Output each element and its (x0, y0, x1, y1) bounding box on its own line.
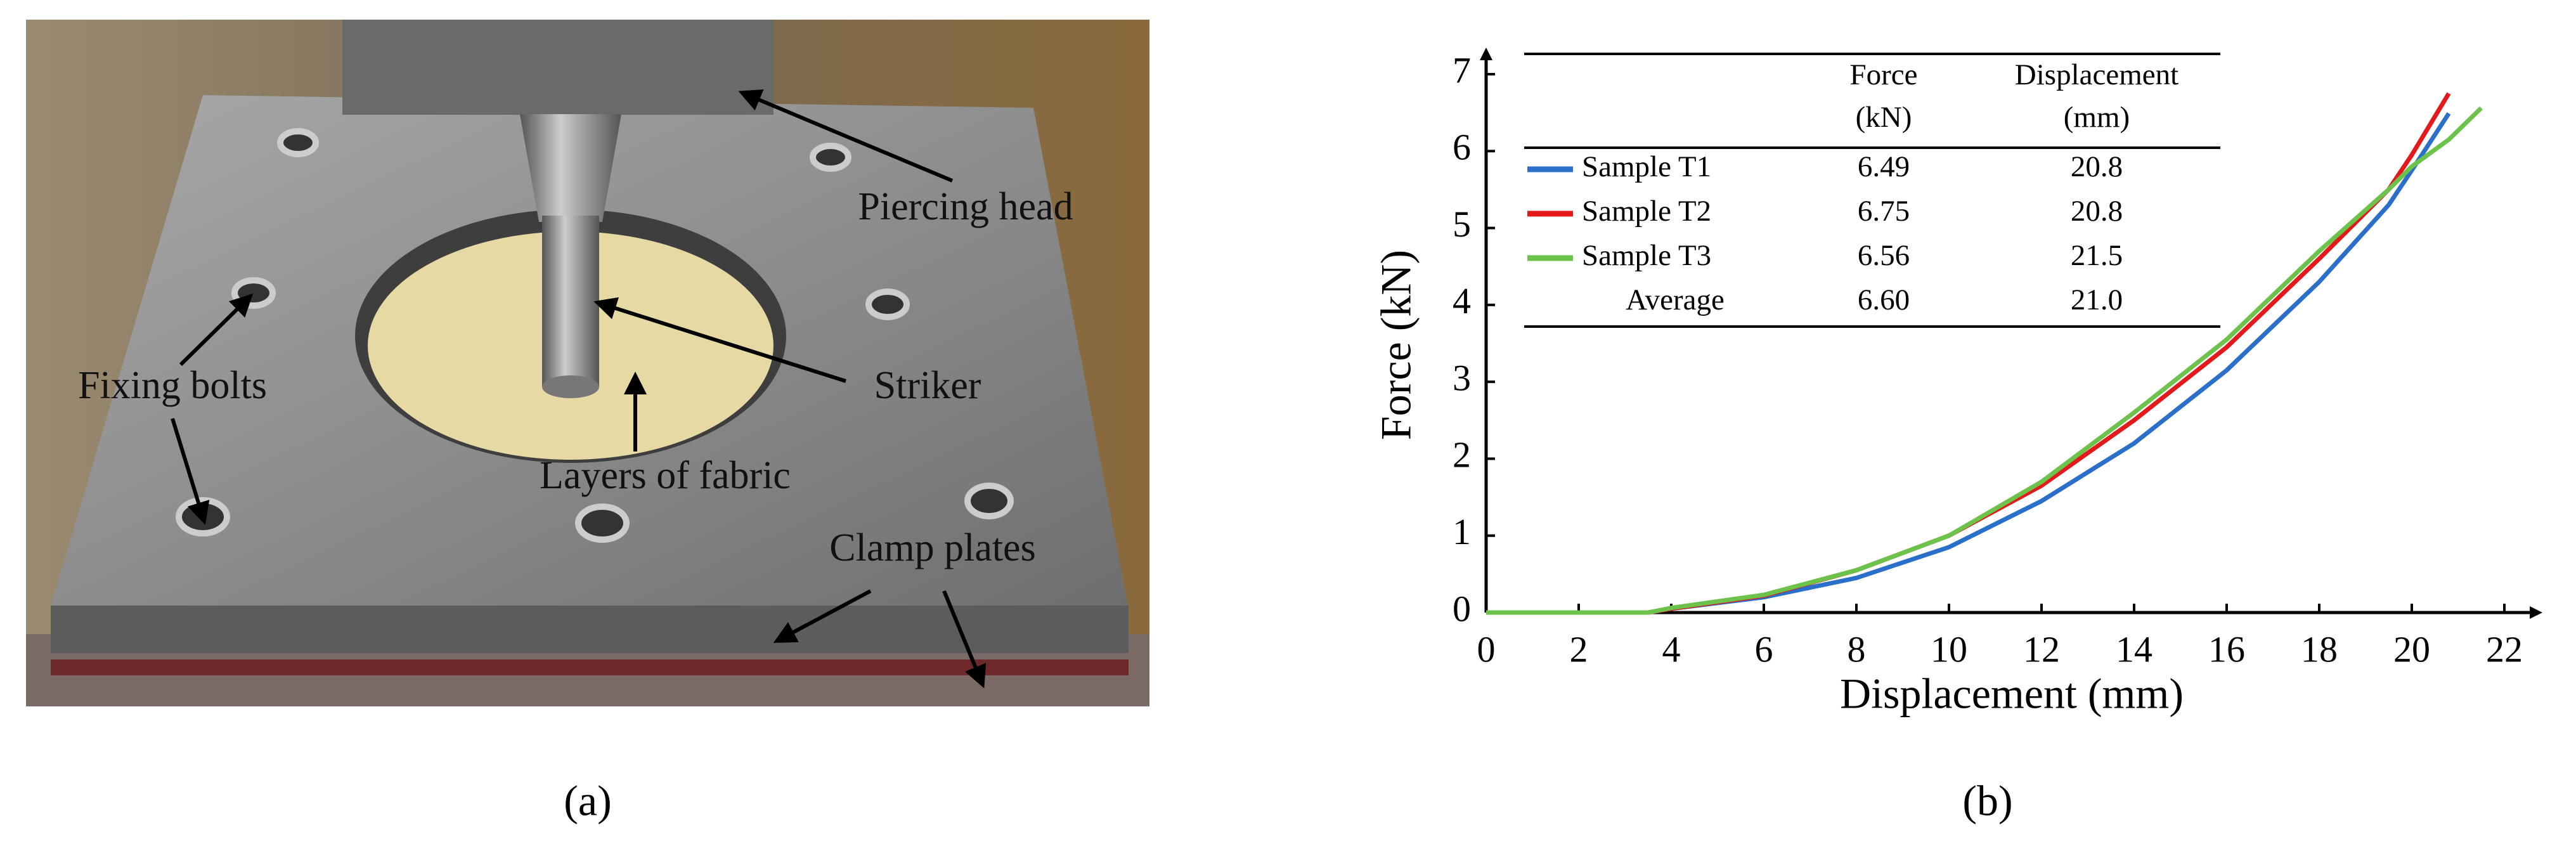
x-tick-label: 22 (2486, 628, 2523, 670)
y-tick-label: 6 (1453, 127, 1471, 168)
y-tick-label: 0 (1453, 588, 1471, 629)
x-tick-label: 6 (1755, 628, 1773, 670)
photo-label: Striker (874, 364, 981, 407)
caption: (b) (1962, 777, 2012, 825)
table-cell: 6.56 (1858, 239, 1910, 272)
table-cell: 6.60 (1858, 283, 1910, 316)
x-tick-label: 18 (2301, 628, 2338, 670)
x-tick-label: 0 (1477, 628, 1496, 670)
y-axis-label: Force (kN) (1372, 250, 1420, 440)
photo-label: Clamp plates (829, 526, 1035, 569)
y-tick-label: 3 (1453, 357, 1471, 398)
y-tick-label: 2 (1453, 434, 1471, 476)
legend-label: Sample T1 (1582, 150, 1711, 183)
photo: Piercing head Fixing bolts Striker Layer… (26, 20, 1149, 706)
x-tick-label: 12 (2023, 628, 2060, 670)
x-tick-label: 4 (1662, 628, 1681, 670)
x-tick-label: 16 (2208, 628, 2245, 670)
x-tick-label: 2 (1570, 628, 1588, 670)
table-row-label: Average (1626, 283, 1725, 316)
table-cell: 20.8 (2071, 195, 2123, 228)
y-tick-label: 5 (1453, 204, 1471, 245)
legend-label: Sample T3 (1582, 239, 1711, 272)
table-cell: 21.0 (2071, 283, 2123, 316)
x-tick-label: 10 (1931, 628, 1967, 670)
photo-label: Layers of fabric (540, 454, 791, 497)
table-cell: 6.49 (1858, 150, 1910, 183)
table-header: Force (1849, 58, 1917, 91)
x-tick-label: 8 (1848, 628, 1866, 670)
table-header: (kN) (1856, 101, 1912, 134)
x-axis-label: Displacement (mm) (1840, 670, 2184, 718)
y-tick-label: 7 (1453, 49, 1471, 91)
table-cell: 20.8 (2071, 150, 2123, 183)
legend-label: Sample T2 (1582, 195, 1711, 228)
line-series (1486, 106, 2483, 615)
line-series (1486, 112, 2451, 615)
table-header: (mm) (2064, 101, 2130, 134)
table-header: Displacement (2015, 58, 2178, 91)
photo-label: Piercing head (858, 185, 1073, 228)
y-tick-label: 4 (1453, 280, 1471, 321)
table-cell: 6.75 (1858, 195, 1910, 228)
photo-label: Fixing bolts (78, 364, 267, 407)
table-cell: 21.5 (2071, 239, 2123, 272)
y-tick-label: 1 (1453, 511, 1471, 552)
x-tick-label: 20 (2393, 628, 2430, 670)
x-tick-label: 14 (2116, 628, 2152, 670)
caption: (a) (564, 777, 611, 825)
